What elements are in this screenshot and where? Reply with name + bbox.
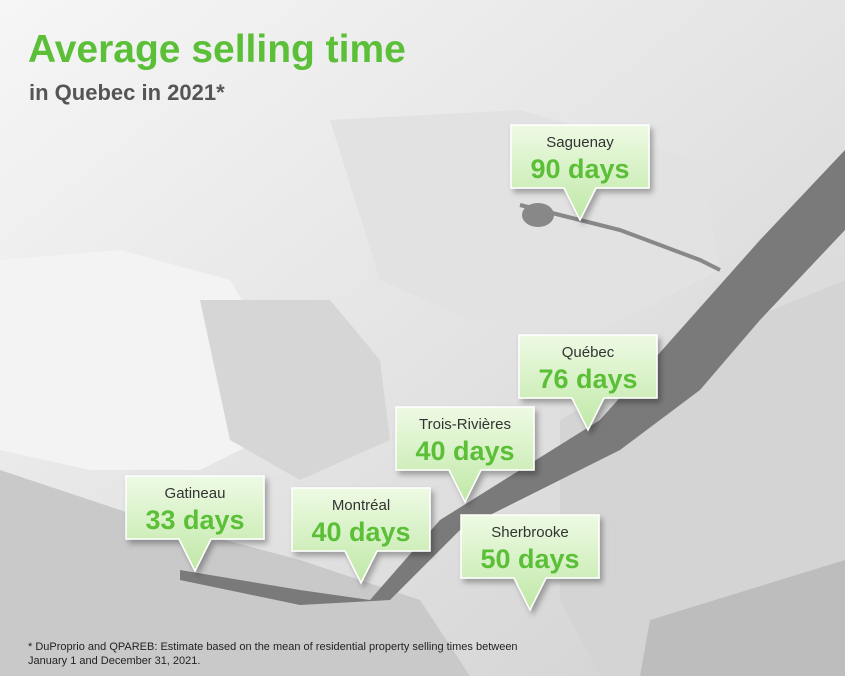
callout: Saguenay 90 days bbox=[510, 124, 650, 222]
selling-time: 90 days bbox=[530, 154, 629, 184]
callout-box bbox=[460, 514, 600, 612]
selling-time: 76 days bbox=[538, 364, 637, 394]
selling-time: 50 days bbox=[480, 544, 579, 574]
callout-box bbox=[518, 334, 658, 432]
callout-box bbox=[395, 406, 535, 504]
callout: Québec 76 days bbox=[518, 334, 658, 432]
callout-box bbox=[510, 124, 650, 222]
selling-time: 33 days bbox=[145, 505, 244, 535]
city-name: Trois-Rivières bbox=[419, 416, 511, 433]
callout: Gatineau 33 days bbox=[125, 475, 265, 573]
callout-box bbox=[125, 475, 265, 573]
callout: Trois-Rivières 40 days bbox=[395, 406, 535, 504]
selling-time: 40 days bbox=[415, 436, 514, 466]
footnote: January 1 and December 31, 2021. bbox=[28, 655, 200, 667]
city-name: Sherbrooke bbox=[491, 524, 569, 541]
footnote: * DuProprio and QPAREB: Estimate based o… bbox=[28, 641, 518, 653]
callout-box bbox=[291, 487, 431, 585]
city-name: Gatineau bbox=[165, 485, 226, 502]
title: Average selling time bbox=[28, 28, 406, 71]
callout: Montréal 40 days bbox=[291, 487, 431, 585]
city-name: Montréal bbox=[332, 497, 390, 514]
selling-time: 40 days bbox=[311, 517, 410, 547]
city-name: Saguenay bbox=[546, 134, 614, 151]
subtitle: in Quebec in 2021* bbox=[29, 80, 225, 105]
city-name: Québec bbox=[562, 344, 615, 361]
callout: Sherbrooke 50 days bbox=[460, 514, 600, 612]
